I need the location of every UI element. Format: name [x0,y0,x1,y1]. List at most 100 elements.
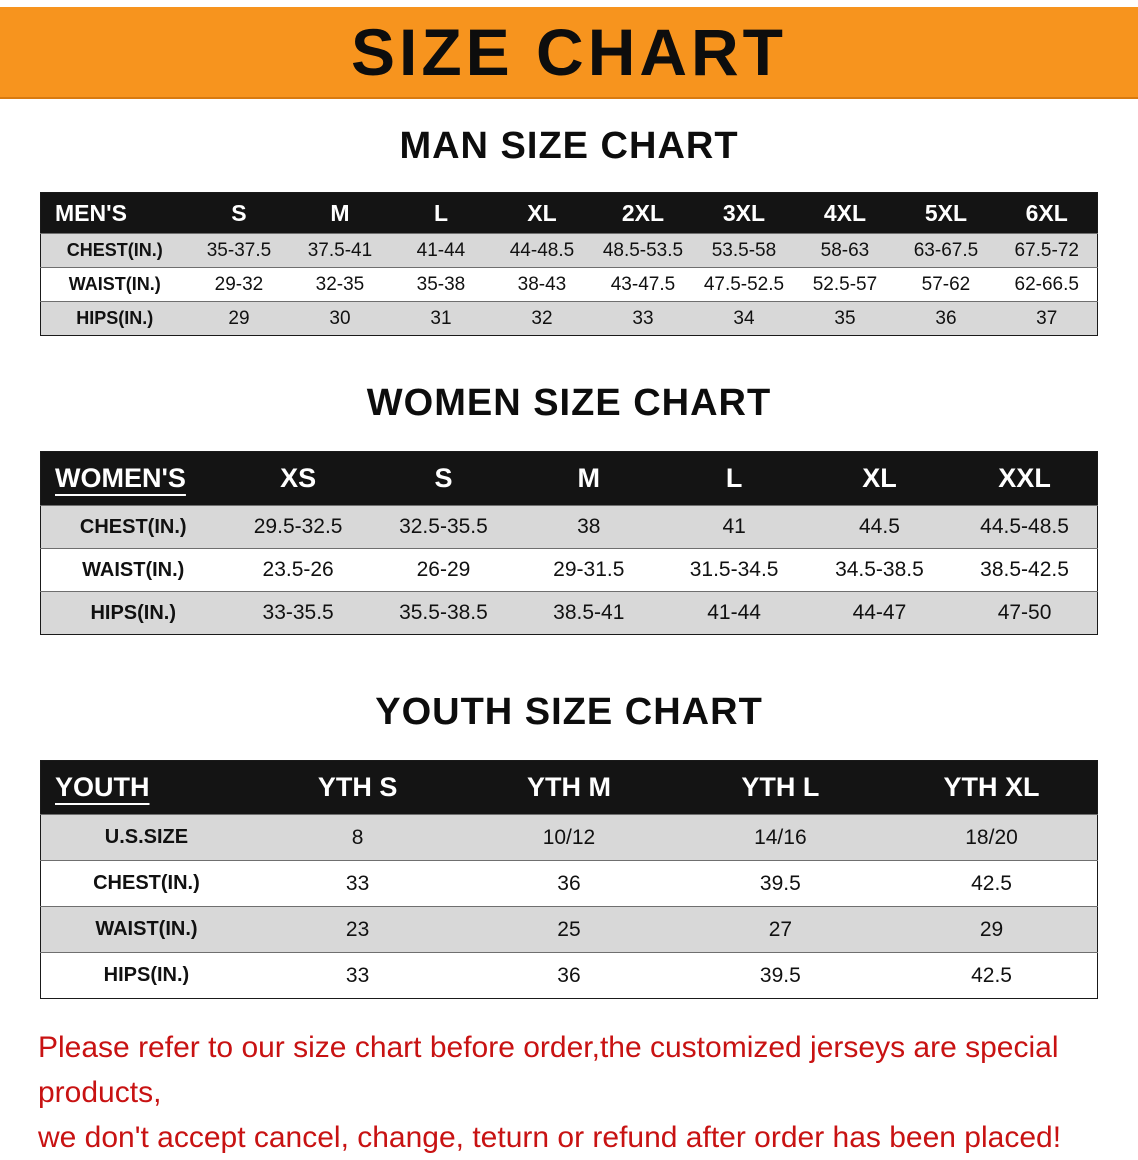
size-column-header: YTH L [674,760,887,815]
size-value-cell: 25 [463,906,675,953]
size-value-cell: 44-47 [806,591,953,635]
size-value-cell: 67.5-72 [996,233,1098,268]
size-value-cell: 32.5-35.5 [370,505,517,549]
size-value-cell: 32-35 [289,267,391,302]
size-value-cell: 32 [491,301,593,336]
size-value-cell: 36 [463,952,675,999]
size-value-cell: 31 [390,301,492,336]
size-value-cell: 37 [996,301,1098,336]
size-value-cell: 53.5-58 [693,233,795,268]
size-value-cell: 43-47.5 [592,267,694,302]
size-value-cell: 52.5-57 [794,267,896,302]
men-size-section: MAN SIZE CHART MEN'S S M L XL 2XL 3XL 4XL 5XL 6XL… [0,125,1138,336]
table-row: HIPS(IN.) 29 30 31 32 33 34 35 36 37 [40,301,1098,336]
size-chart-banner: SIZE CHART [0,7,1138,99]
size-value-cell: 33 [592,301,694,336]
size-column-header: XXL [952,451,1098,506]
size-column-header: 6XL [996,192,1098,234]
table-row: HIPS(IN.) 33-35.5 35.5-38.5 38.5-41 41-44 44-… [40,591,1098,635]
size-value-cell: 33 [251,952,464,999]
size-column-header: M [289,192,391,234]
size-value-cell: 29-31.5 [516,548,662,592]
size-value-cell: 35-38 [390,267,492,302]
table-row: WAIST(IN.) 23.5-26 26-29 29-31.5 31.5-34.5 34… [40,548,1098,592]
size-value-cell: 30 [289,301,391,336]
size-column-header: S [188,192,290,234]
size-value-cell: 57-62 [895,267,997,302]
size-value-cell: 23.5-26 [225,548,371,592]
size-value-cell: 38.5-42.5 [952,548,1098,592]
size-column-header: XL [491,192,593,234]
women-size-table: WOMEN'S XS S M L XL XXL CHEST(IN.) 29.5-32.5 32.5… [40,451,1098,635]
row-label: U.S.SIZE [40,814,252,861]
table-header-row: WOMEN'S XS S M L XL XXL [40,451,1098,506]
size-value-cell: 31.5-34.5 [661,548,807,592]
size-value-cell: 44.5 [806,505,953,549]
size-value-cell: 39.5 [674,860,887,907]
disclaimer-line-2: we don't accept cancel, change, teturn o… [38,1121,1062,1154]
row-label: WAIST(IN.) [40,548,226,592]
row-label: CHEST(IN.) [40,505,226,549]
size-value-cell: 58-63 [794,233,896,268]
row-label: HIPS(IN.) [40,591,226,635]
size-value-cell: 48.5-53.5 [592,233,694,268]
table-row: U.S.SIZE 8 10/12 14/16 18/20 [40,814,1098,861]
size-value-cell: 44.5-48.5 [952,505,1098,549]
size-column-header: M [516,451,662,506]
disclaimer: Please refer to our size chart before or… [38,1025,1100,1160]
size-column-header: 4XL [794,192,896,234]
size-column-header: S [370,451,517,506]
size-value-cell: 42.5 [886,952,1098,999]
size-value-cell: 29-32 [188,267,290,302]
size-column-header: 5XL [895,192,997,234]
size-value-cell: 18/20 [886,814,1098,861]
table-row: CHEST(IN.) 29.5-32.5 32.5-35.5 38 41 44.5 44.5… [40,505,1098,549]
size-column-header: L [661,451,807,506]
size-value-cell: 41-44 [661,591,807,635]
size-value-cell: 35 [794,301,896,336]
size-value-cell: 42.5 [886,860,1098,907]
size-column-header: XS [225,451,371,506]
row-label: CHEST(IN.) [40,233,189,268]
size-column-header: 3XL [693,192,795,234]
row-label: WAIST(IN.) [40,906,252,953]
banner-title: SIZE CHART [351,15,787,89]
women-section-heading: WOMEN SIZE CHART [366,382,772,424]
size-column-header: YTH M [463,760,675,815]
size-value-cell: 29.5-32.5 [225,505,371,549]
size-value-cell: 37.5-41 [289,233,391,268]
size-chart-page: SIZE CHART MAN SIZE CHART MEN'S S M L XL 2XL 3… [0,7,1138,1160]
row-label: HIPS(IN.) [40,952,252,999]
size-value-cell: 62-66.5 [996,267,1098,302]
men-section-heading: MAN SIZE CHART [399,125,739,167]
youth-section-heading: YOUTH SIZE CHART [375,691,763,733]
table-title-cell: MEN'S [40,192,189,234]
size-value-cell: 26-29 [370,548,517,592]
size-value-cell: 44-48.5 [491,233,593,268]
size-value-cell: 27 [674,906,887,953]
size-value-cell: 23 [251,906,464,953]
size-value-cell: 35-37.5 [188,233,290,268]
size-value-cell: 38-43 [491,267,593,302]
size-value-cell: 41-44 [390,233,492,268]
men-size-table: MEN'S S M L XL 2XL 3XL 4XL 5XL 6XL CHEST(IN.) 35-37… [40,192,1098,336]
table-row: HIPS(IN.) 33 36 39.5 42.5 [40,952,1098,999]
size-value-cell: 47-50 [952,591,1098,635]
table-header-row: YOUTH YTH S YTH M YTH L YTH XL [40,760,1098,815]
size-value-cell: 29 [188,301,290,336]
table-row: CHEST(IN.) 35-37.5 37.5-41 41-44 44-48.5 48.5… [40,233,1098,268]
row-label: HIPS(IN.) [40,301,189,336]
size-value-cell: 41 [661,505,807,549]
size-column-header: XL [806,451,953,506]
size-value-cell: 33 [251,860,464,907]
size-value-cell: 47.5-52.5 [693,267,795,302]
size-value-cell: 36 [895,301,997,336]
size-value-cell: 8 [251,814,464,861]
youth-size-table: YOUTH YTH S YTH M YTH L YTH XL U.S.SIZE 8 10/12… [40,760,1098,999]
size-value-cell: 10/12 [463,814,675,861]
youth-size-section: YOUTH SIZE CHART YOUTH YTH S YTH M YTH L YTH… [0,691,1138,999]
size-value-cell: 33-35.5 [225,591,371,635]
table-title-cell: YOUTH [40,760,252,815]
size-value-cell: 14/16 [674,814,887,861]
size-value-cell: 63-67.5 [895,233,997,268]
